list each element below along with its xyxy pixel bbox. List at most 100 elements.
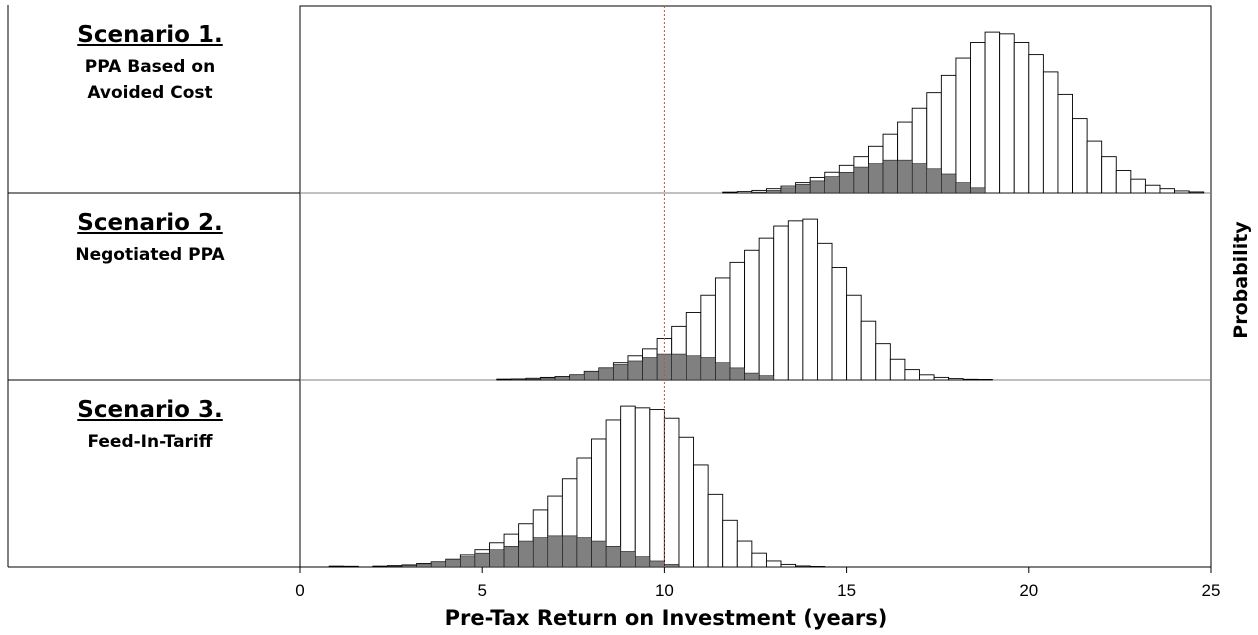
histogram-bar-p3-s1-1 [343, 565, 359, 568]
histogram-bar-p3-s2-19 [664, 564, 680, 568]
histogram-bar-p2-s2-3 [569, 374, 585, 381]
histogram-bar-p1-s1-19 [999, 33, 1015, 194]
histogram-bar-p1-s1-23 [1057, 93, 1073, 194]
histogram-bar-p3-s1-20 [634, 407, 651, 568]
histogram-bar-p2-s1-31 [948, 378, 964, 381]
histogram-bar-p3-s2-1 [401, 565, 417, 568]
histogram-bar-p3-s2-12 [562, 535, 578, 568]
histogram-bar-p1-s1-32 [1188, 191, 1205, 194]
histogram-bar-p2-s1-28 [904, 369, 920, 381]
histogram-bar-p3-s1-0 [328, 565, 345, 568]
scenario-1-label: Scenario 1. PPA Based on Avoided Cost [0, 22, 300, 106]
histogram-bar-p2-s2-5 [598, 367, 614, 381]
histogram-bar-p1-s1-31 [1174, 190, 1190, 194]
histogram-bar-p1-s2-13 [941, 173, 957, 194]
histogram-bar-p1-s2-15 [970, 187, 986, 194]
histogram-bar-p1-s2-2 [780, 187, 796, 194]
histogram-bar-p1-s2-10 [897, 159, 913, 194]
histogram-bar-p3-s1-28 [751, 552, 767, 568]
histogram-bar-p3-s2-5 [460, 556, 476, 568]
histogram-bar-p2-s2-11 [686, 355, 702, 381]
histogram-bar-p3-s1-31 [795, 565, 811, 568]
histogram-bar-p1-s1-16 [955, 57, 971, 194]
histogram-bars [328, 31, 1205, 568]
histogram-bar-p3-s2-8 [503, 545, 519, 568]
histogram-bar-p1-s1-18 [984, 31, 1001, 194]
histogram-bar-p1-s1-29 [1144, 184, 1161, 194]
histogram-bar-p2-s2-6 [613, 364, 629, 381]
histogram-bar-p2-s1-22 [817, 242, 833, 381]
histogram-bar-p2-s1-21 [802, 218, 818, 381]
histogram-bar-p1-s2-0 [751, 191, 767, 194]
scenario-1-title: Scenario 1. [77, 22, 223, 48]
histogram-bar-p3-s2-2 [416, 563, 432, 568]
histogram-bar-p1-s1-21 [1028, 54, 1044, 194]
x-tick-label-0: 0 [295, 581, 304, 600]
histogram-bar-p3-s1-19 [620, 405, 636, 568]
scenario-1-subtitle: PPA Based on Avoided Cost [84, 57, 216, 103]
histogram-bar-p1-s2-9 [882, 159, 898, 194]
histogram-bar-p1-s1-25 [1086, 140, 1103, 194]
histogram-bar-p2-s1-18 [758, 237, 775, 381]
histogram-bar-p3-s2-3 [430, 561, 447, 568]
histogram-bar-p3-s2-18 [649, 560, 665, 568]
histogram-bar-p2-s2-12 [700, 357, 716, 381]
histogram-bar-p2-s1-26 [875, 343, 891, 381]
histogram-bar-p2-s2-4 [583, 371, 600, 381]
histogram-bar-p1-s1-30 [1159, 188, 1176, 194]
histogram-bar-p2-s1-33 [977, 379, 993, 381]
x-axis-ticks: 0 5 10 15 20 25 [295, 567, 1220, 600]
scenario-2-title: Scenario 2. [77, 210, 223, 236]
histogram-bar-p1-s2-8 [868, 163, 884, 194]
scenario-3-title: Scenario 3. [77, 397, 223, 423]
histogram-bar-p3-s2-17 [635, 556, 651, 568]
histogram-bar-p2-s2-0 [525, 378, 541, 381]
histogram-bar-p3-s1-25 [707, 493, 724, 568]
scenario-3-label: Scenario 3. Feed-In-Tariff [0, 397, 300, 455]
histogram-bar-p3-s2-16 [620, 551, 636, 568]
histogram-bar-p2-s1-30 [933, 376, 950, 381]
histogram-bar-p3-s2-10 [532, 537, 549, 568]
histogram-bar-p2-s1-25 [860, 320, 877, 381]
histogram-bar-p1-s2-5 [824, 176, 840, 194]
scenario-3-subtitle: Feed-In-Tariff [87, 432, 213, 452]
histogram-bar-p3-s1-22 [663, 417, 680, 568]
histogram-bar-p1-s1-20 [1013, 42, 1030, 194]
histogram-bar-p1-s2-11 [911, 163, 928, 194]
histogram-bar-p3-s2-7 [489, 549, 505, 568]
histogram-bar-p2-s1-17 [744, 249, 760, 381]
histogram-bar-p2-s2-16 [758, 375, 774, 381]
histogram-bar-p3-s2-0 [387, 566, 403, 568]
histogram-bar-p1-s1-0 [722, 191, 738, 194]
x-tick-label-15: 15 [837, 581, 856, 600]
histogram-bar-p2-s2-8 [642, 357, 658, 381]
histogram-bar-p3-s1-32 [809, 566, 826, 568]
histogram-bar-p2-s2-2 [554, 376, 570, 381]
histogram-bar-p3-s1-24 [693, 464, 709, 568]
histogram-bar-p1-s2-14 [955, 182, 971, 194]
histogram-bar-p3-s1-18 [605, 419, 622, 568]
histogram-bar-p1-s2-4 [809, 180, 825, 194]
histogram-bar-p3-s2-11 [547, 535, 563, 568]
histogram-bar-p3-s2-14 [591, 540, 607, 568]
histogram-bar-p3-s2-13 [576, 537, 592, 568]
histogram-bar-p2-s2-14 [729, 367, 745, 381]
histogram-bar-p3-s1-29 [765, 560, 782, 568]
scenario-2-label: Scenario 2. Negotiated PPA [0, 210, 300, 268]
histogram-bar-p1-s1-1 [736, 191, 753, 194]
histogram-bar-p1-s2-3 [795, 184, 811, 194]
x-tick-label-10: 10 [655, 581, 674, 600]
histogram-bar-p3-s1-30 [780, 563, 797, 568]
histogram-bar-p3-s1-21 [649, 409, 665, 568]
histogram-bar-p1-s2-1 [766, 190, 782, 194]
histogram-bar-p3-s2-6 [474, 552, 490, 568]
histogram-bar-p2-s1-27 [889, 358, 906, 381]
y-axis-label: Probability [1230, 221, 1252, 339]
histogram-bar-p2-s1-0 [496, 378, 512, 381]
histogram-bar-p3-s2-15 [605, 545, 621, 568]
x-tick-label-20: 20 [1019, 581, 1038, 600]
histogram-bar-p2-s1-29 [919, 374, 935, 381]
histogram-bar-p2-s1-20 [787, 220, 804, 381]
scenario-2-subtitle: Negotiated PPA [75, 245, 225, 265]
